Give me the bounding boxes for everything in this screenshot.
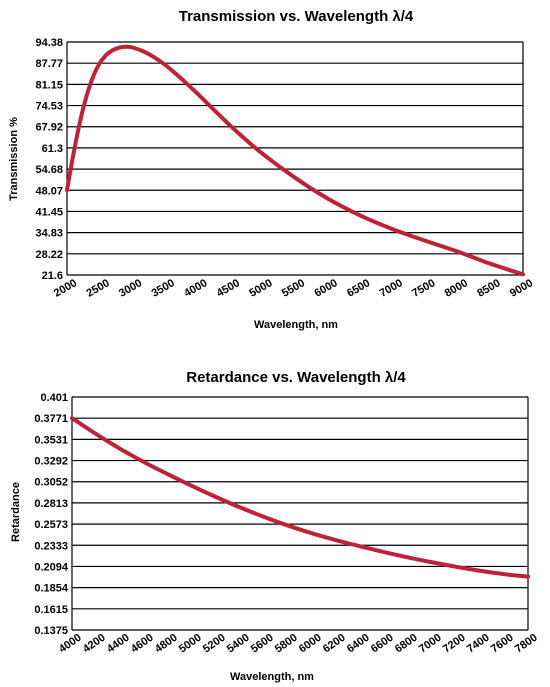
x-tick-label: 4000 bbox=[182, 277, 209, 300]
y-tick-label: 21.6 bbox=[42, 270, 63, 282]
y-tick-label: 0.2094 bbox=[34, 561, 69, 573]
y-tick-label: 0.1854 bbox=[34, 583, 69, 595]
y-axis-label: Retardance bbox=[10, 482, 22, 542]
x-tick-label: 6500 bbox=[345, 277, 372, 300]
y-tick-label: 94.38 bbox=[35, 37, 63, 49]
x-tick-label: 5200 bbox=[201, 632, 228, 656]
x-tick-label: 4200 bbox=[81, 632, 108, 656]
x-tick-label: 5800 bbox=[273, 632, 300, 656]
x-tick-label: 6000 bbox=[312, 277, 339, 300]
x-tick-label: 6600 bbox=[369, 632, 396, 656]
x-axis-label: Wavelength, nm bbox=[254, 319, 338, 331]
y-tick-label: 61.3 bbox=[42, 143, 63, 155]
y-tick-label: 67.92 bbox=[35, 122, 63, 134]
y-tick-label: 0.2813 bbox=[34, 498, 68, 510]
y-tick-label: 0.1615 bbox=[34, 604, 68, 616]
y-tick-label: 0.3292 bbox=[34, 456, 68, 468]
y-tick-label: 41.45 bbox=[35, 206, 63, 218]
x-tick-label: 2500 bbox=[84, 277, 111, 300]
x-tick-label: 4800 bbox=[153, 632, 180, 656]
x-tick-label: 5000 bbox=[247, 277, 274, 300]
chart-title: Retardance vs. Wavelength λ/4 bbox=[186, 369, 406, 386]
y-tick-label: 87.77 bbox=[35, 58, 63, 70]
x-tick-label: 4500 bbox=[215, 277, 242, 300]
x-tick-label: 6200 bbox=[321, 632, 348, 656]
transmission-chart: Transmission vs. Wavelength λ/4 Transmis… bbox=[8, 8, 535, 331]
y-tick-label: 81.15 bbox=[35, 79, 63, 91]
chart-title: Transmission vs. Wavelength λ/4 bbox=[179, 8, 414, 25]
x-tick-label: 5400 bbox=[225, 632, 252, 656]
x-tick-label: 7000 bbox=[378, 277, 405, 300]
x-tick-label: 5500 bbox=[280, 277, 307, 300]
x-tick-label: 5600 bbox=[249, 632, 276, 656]
x-tick-label: 7800 bbox=[513, 632, 540, 656]
x-tick-label: 7000 bbox=[417, 632, 444, 656]
y-axis-label: Transmission % bbox=[8, 117, 20, 201]
x-tick-label: 3000 bbox=[117, 277, 144, 300]
y-tick-label: 0.401 bbox=[40, 392, 68, 404]
x-tick-label: 3500 bbox=[150, 277, 177, 300]
x-tick-label: 6000 bbox=[297, 632, 324, 656]
x-tick-label: 8500 bbox=[475, 277, 502, 300]
x-tick-label: 7200 bbox=[441, 632, 468, 656]
y-tick-label: 0.2573 bbox=[34, 519, 68, 531]
x-axis-label: Wavelength, nm bbox=[230, 671, 314, 683]
y-tick-label: 48.07 bbox=[35, 185, 63, 197]
x-tick-label: 6800 bbox=[393, 632, 420, 656]
x-tick-label: 6400 bbox=[345, 632, 372, 656]
x-tick-label: 5000 bbox=[177, 632, 204, 656]
x-tick-label: 7500 bbox=[410, 277, 437, 300]
y-tick-label: 0.3771 bbox=[34, 413, 68, 425]
y-tick-label: 54.68 bbox=[35, 164, 63, 176]
x-tick-label: 7400 bbox=[465, 632, 492, 656]
y-tick-label: 0.3531 bbox=[34, 434, 68, 446]
y-tick-label: 0.2333 bbox=[34, 540, 68, 552]
x-tick-label: 7600 bbox=[489, 632, 516, 656]
x-tick-label: 9000 bbox=[508, 277, 535, 300]
series-line bbox=[65, 44, 525, 277]
retardance-chart: Retardance vs. Wavelength λ/4 Retardance… bbox=[10, 369, 540, 683]
x-tick-label: 4600 bbox=[129, 632, 156, 656]
x-tick-label: 8000 bbox=[443, 277, 470, 300]
y-tick-label: 0.3052 bbox=[34, 477, 68, 489]
y-tick-label: 74.53 bbox=[35, 101, 63, 113]
y-tick-label: 0.1375 bbox=[34, 625, 68, 637]
y-tick-label: 28.22 bbox=[35, 249, 63, 261]
series-line bbox=[70, 416, 530, 579]
x-tick-label: 4400 bbox=[105, 632, 132, 656]
y-tick-label: 34.83 bbox=[35, 228, 63, 240]
